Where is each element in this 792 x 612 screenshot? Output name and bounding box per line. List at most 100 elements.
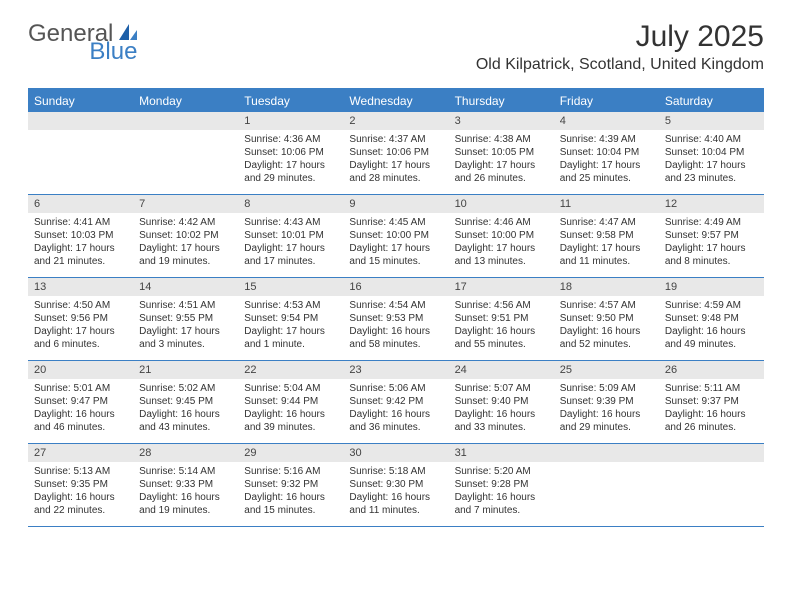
sunset-text: Sunset: 9:51 PM bbox=[455, 312, 548, 325]
week-row: 6Sunrise: 4:41 AMSunset: 10:03 PMDayligh… bbox=[28, 195, 764, 278]
weekday-header: Tuesday bbox=[238, 90, 343, 112]
empty-day-cell bbox=[133, 112, 238, 194]
day-body: Sunrise: 4:46 AMSunset: 10:00 PMDaylight… bbox=[449, 213, 554, 272]
daylight-text: Daylight: 17 hours and 19 minutes. bbox=[139, 242, 232, 268]
day-cell: 14Sunrise: 4:51 AMSunset: 9:55 PMDayligh… bbox=[133, 278, 238, 360]
sunset-text: Sunset: 9:44 PM bbox=[244, 395, 337, 408]
day-cell: 1Sunrise: 4:36 AMSunset: 10:06 PMDayligh… bbox=[238, 112, 343, 194]
day-body: Sunrise: 5:14 AMSunset: 9:33 PMDaylight:… bbox=[133, 462, 238, 521]
sunrise-text: Sunrise: 5:01 AM bbox=[34, 382, 127, 395]
empty-day-number bbox=[28, 112, 133, 130]
daylight-text: Daylight: 16 hours and 29 minutes. bbox=[560, 408, 653, 434]
sunset-text: Sunset: 10:01 PM bbox=[244, 229, 337, 242]
day-cell: 4Sunrise: 4:39 AMSunset: 10:04 PMDayligh… bbox=[554, 112, 659, 194]
sunset-text: Sunset: 9:48 PM bbox=[665, 312, 758, 325]
daylight-text: Daylight: 17 hours and 29 minutes. bbox=[244, 159, 337, 185]
sunrise-text: Sunrise: 4:37 AM bbox=[349, 133, 442, 146]
sunrise-text: Sunrise: 5:11 AM bbox=[665, 382, 758, 395]
day-body: Sunrise: 4:50 AMSunset: 9:56 PMDaylight:… bbox=[28, 296, 133, 355]
day-number: 31 bbox=[449, 444, 554, 462]
day-number: 11 bbox=[554, 195, 659, 213]
daylight-text: Daylight: 17 hours and 11 minutes. bbox=[560, 242, 653, 268]
sunset-text: Sunset: 10:03 PM bbox=[34, 229, 127, 242]
daylight-text: Daylight: 16 hours and 46 minutes. bbox=[34, 408, 127, 434]
calendar-grid: SundayMondayTuesdayWednesdayThursdayFrid… bbox=[28, 88, 764, 527]
day-cell: 13Sunrise: 4:50 AMSunset: 9:56 PMDayligh… bbox=[28, 278, 133, 360]
daylight-text: Daylight: 16 hours and 55 minutes. bbox=[455, 325, 548, 351]
sunrise-text: Sunrise: 4:42 AM bbox=[139, 216, 232, 229]
week-row: 20Sunrise: 5:01 AMSunset: 9:47 PMDayligh… bbox=[28, 361, 764, 444]
daylight-text: Daylight: 16 hours and 19 minutes. bbox=[139, 491, 232, 517]
day-number: 9 bbox=[343, 195, 448, 213]
sunrise-text: Sunrise: 4:51 AM bbox=[139, 299, 232, 312]
sunrise-text: Sunrise: 4:40 AM bbox=[665, 133, 758, 146]
day-cell: 22Sunrise: 5:04 AMSunset: 9:44 PMDayligh… bbox=[238, 361, 343, 443]
day-cell: 31Sunrise: 5:20 AMSunset: 9:28 PMDayligh… bbox=[449, 444, 554, 526]
day-number: 14 bbox=[133, 278, 238, 296]
daylight-text: Daylight: 17 hours and 23 minutes. bbox=[665, 159, 758, 185]
day-number: 3 bbox=[449, 112, 554, 130]
day-body: Sunrise: 4:39 AMSunset: 10:04 PMDaylight… bbox=[554, 130, 659, 189]
day-number: 12 bbox=[659, 195, 764, 213]
sunrise-text: Sunrise: 5:14 AM bbox=[139, 465, 232, 478]
logo-text-blue: Blue bbox=[89, 38, 137, 66]
weekday-header: Thursday bbox=[449, 90, 554, 112]
day-number: 7 bbox=[133, 195, 238, 213]
daylight-text: Daylight: 16 hours and 58 minutes. bbox=[349, 325, 442, 351]
sunset-text: Sunset: 10:06 PM bbox=[244, 146, 337, 159]
sunrise-text: Sunrise: 5:16 AM bbox=[244, 465, 337, 478]
empty-day-number bbox=[133, 112, 238, 130]
sunrise-text: Sunrise: 4:47 AM bbox=[560, 216, 653, 229]
sunrise-text: Sunrise: 4:41 AM bbox=[34, 216, 127, 229]
day-cell: 21Sunrise: 5:02 AMSunset: 9:45 PMDayligh… bbox=[133, 361, 238, 443]
day-cell: 16Sunrise: 4:54 AMSunset: 9:53 PMDayligh… bbox=[343, 278, 448, 360]
sunrise-text: Sunrise: 4:56 AM bbox=[455, 299, 548, 312]
day-cell: 23Sunrise: 5:06 AMSunset: 9:42 PMDayligh… bbox=[343, 361, 448, 443]
day-number: 13 bbox=[28, 278, 133, 296]
sunrise-text: Sunrise: 4:45 AM bbox=[349, 216, 442, 229]
day-cell: 28Sunrise: 5:14 AMSunset: 9:33 PMDayligh… bbox=[133, 444, 238, 526]
day-body: Sunrise: 4:36 AMSunset: 10:06 PMDaylight… bbox=[238, 130, 343, 189]
day-number: 2 bbox=[343, 112, 448, 130]
day-number: 23 bbox=[343, 361, 448, 379]
empty-day-cell bbox=[28, 112, 133, 194]
day-cell: 12Sunrise: 4:49 AMSunset: 9:57 PMDayligh… bbox=[659, 195, 764, 277]
day-number: 19 bbox=[659, 278, 764, 296]
day-cell: 11Sunrise: 4:47 AMSunset: 9:58 PMDayligh… bbox=[554, 195, 659, 277]
sunrise-text: Sunrise: 4:59 AM bbox=[665, 299, 758, 312]
day-body: Sunrise: 4:43 AMSunset: 10:01 PMDaylight… bbox=[238, 213, 343, 272]
day-cell: 5Sunrise: 4:40 AMSunset: 10:04 PMDayligh… bbox=[659, 112, 764, 194]
day-number: 8 bbox=[238, 195, 343, 213]
sunset-text: Sunset: 9:54 PM bbox=[244, 312, 337, 325]
day-body: Sunrise: 5:13 AMSunset: 9:35 PMDaylight:… bbox=[28, 462, 133, 521]
daylight-text: Daylight: 16 hours and 52 minutes. bbox=[560, 325, 653, 351]
sunset-text: Sunset: 10:04 PM bbox=[560, 146, 653, 159]
day-cell: 6Sunrise: 4:41 AMSunset: 10:03 PMDayligh… bbox=[28, 195, 133, 277]
sunset-text: Sunset: 9:42 PM bbox=[349, 395, 442, 408]
sunrise-text: Sunrise: 4:38 AM bbox=[455, 133, 548, 146]
sunrise-text: Sunrise: 5:06 AM bbox=[349, 382, 442, 395]
daylight-text: Daylight: 16 hours and 43 minutes. bbox=[139, 408, 232, 434]
day-cell: 3Sunrise: 4:38 AMSunset: 10:05 PMDayligh… bbox=[449, 112, 554, 194]
page-title: July 2025 bbox=[476, 20, 764, 54]
sunset-text: Sunset: 10:00 PM bbox=[349, 229, 442, 242]
day-number: 18 bbox=[554, 278, 659, 296]
day-number: 25 bbox=[554, 361, 659, 379]
day-cell: 18Sunrise: 4:57 AMSunset: 9:50 PMDayligh… bbox=[554, 278, 659, 360]
daylight-text: Daylight: 16 hours and 15 minutes. bbox=[244, 491, 337, 517]
weekday-header: Monday bbox=[133, 90, 238, 112]
day-cell: 9Sunrise: 4:45 AMSunset: 10:00 PMDayligh… bbox=[343, 195, 448, 277]
day-body: Sunrise: 4:49 AMSunset: 9:57 PMDaylight:… bbox=[659, 213, 764, 272]
sunset-text: Sunset: 10:05 PM bbox=[455, 146, 548, 159]
day-cell: 17Sunrise: 4:56 AMSunset: 9:51 PMDayligh… bbox=[449, 278, 554, 360]
day-body: Sunrise: 4:37 AMSunset: 10:06 PMDaylight… bbox=[343, 130, 448, 189]
day-cell: 15Sunrise: 4:53 AMSunset: 9:54 PMDayligh… bbox=[238, 278, 343, 360]
daylight-text: Daylight: 16 hours and 49 minutes. bbox=[665, 325, 758, 351]
sunset-text: Sunset: 9:32 PM bbox=[244, 478, 337, 491]
weekday-header: Sunday bbox=[28, 90, 133, 112]
daylight-text: Daylight: 17 hours and 13 minutes. bbox=[455, 242, 548, 268]
daylight-text: Daylight: 17 hours and 1 minute. bbox=[244, 325, 337, 351]
sunrise-text: Sunrise: 4:43 AM bbox=[244, 216, 337, 229]
sunset-text: Sunset: 9:30 PM bbox=[349, 478, 442, 491]
sunset-text: Sunset: 9:56 PM bbox=[34, 312, 127, 325]
